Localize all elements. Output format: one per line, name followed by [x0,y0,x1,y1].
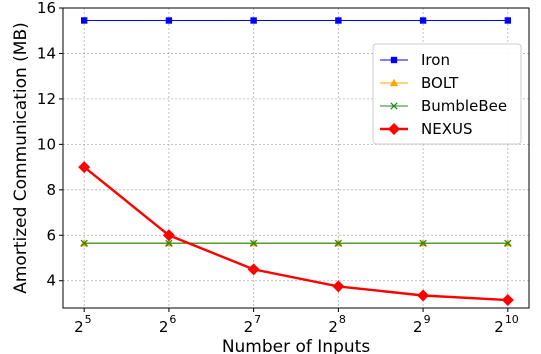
data-point [332,280,345,293]
x-tick-base: 2 [413,318,423,336]
series-line [83,166,508,302]
data-point [335,17,342,24]
x-tick-base: 2 [494,318,504,336]
legend-item-bumblebee: BumbleBee [380,97,507,115]
y-tick-label: 6 [46,226,56,244]
legend-label: BOLT [421,74,459,92]
legend-label: BumbleBee [421,97,507,115]
data-point [247,263,260,276]
x-tick-base: 2 [159,318,169,336]
series-layer [78,17,514,307]
x-tick-exponent: 8 [339,313,346,326]
legend-item-nexus: NEXUS [380,120,472,138]
y-tick-label: 14 [37,44,56,62]
y-tick-label: 10 [37,135,56,153]
x-tick-exponent: 6 [169,313,176,326]
x-tick-exponent: 7 [254,313,261,326]
legend-label: Iron [421,51,450,69]
x-tick-exponent: 10 [505,313,519,326]
x-tick-base: 2 [74,318,84,336]
y-tick-label: 16 [37,0,56,17]
legend-item-iron: Iron [380,51,450,69]
data-point [80,239,88,247]
y-tick-label: 8 [46,181,56,199]
x-tick-exponent: 5 [85,313,92,326]
plot-frame [62,7,530,309]
series-iron [80,17,512,24]
y-tick-label: 12 [37,90,56,108]
data-point [504,239,512,247]
legend-box [372,43,522,145]
data-point [388,123,400,135]
data-point [389,78,399,87]
data-point [165,17,173,24]
x-axis: 2 5 2 6 2 7 2 8 2 9 2 10 [74,308,519,336]
data-point [390,56,398,64]
series-bumblebee [80,239,512,247]
legend-label: NEXUS [421,120,472,138]
y-tick-label: 4 [46,272,56,290]
legend-item-bolt: BOLT [380,74,459,92]
data-point [504,17,512,24]
data-point [165,239,173,247]
data-point [417,289,430,302]
x-tick-label: 2 10 [494,313,519,336]
data-point [80,17,88,24]
legend: Iron BOLT BumbleBee NEXUS [372,43,522,145]
x-tick-exponent: 9 [424,313,431,326]
data-point [250,17,257,24]
data-point [419,17,427,24]
data-point [419,239,427,247]
y-axis-label: Amortized Communication (MB) [11,22,31,294]
data-point [78,161,91,174]
data-point [501,294,514,307]
data-point [390,102,398,110]
y-axis: 4 6 8 10 12 14 16 [37,0,63,290]
x-tick-base: 2 [244,318,254,336]
series-nexus [78,161,514,307]
x-axis-label: Number of Inputs [222,337,371,354]
data-point [162,229,175,242]
data-point [334,239,343,247]
data-point [249,239,258,247]
x-tick-base: 2 [328,318,338,336]
